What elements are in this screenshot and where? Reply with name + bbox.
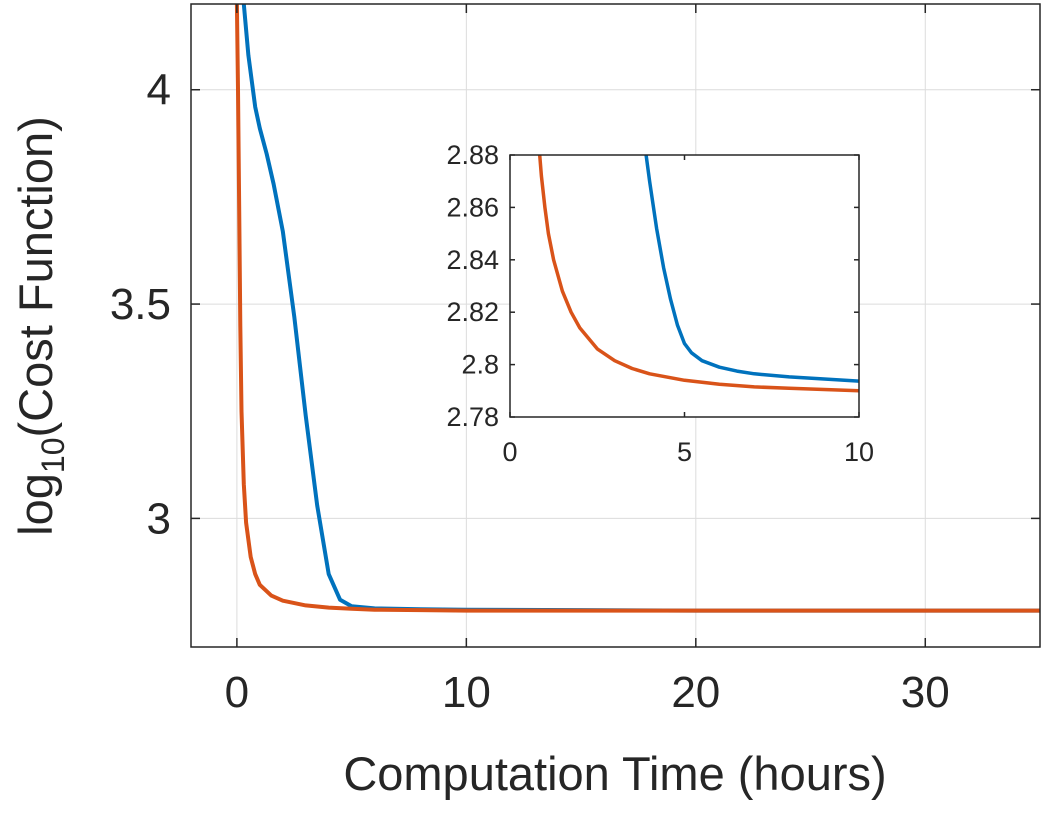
x-tick-label: 0 bbox=[502, 437, 517, 467]
y-tick-label: 2.78 bbox=[446, 402, 499, 432]
y-tick-label: 3.5 bbox=[110, 280, 171, 329]
y-axis-label-rest: (Cost Function) bbox=[9, 116, 62, 437]
inset-plot-background bbox=[510, 155, 859, 417]
inset-tick-labels: 0 5 10 2.78 2.8 2.82 2.84 2.86 2.88 bbox=[446, 140, 874, 467]
main-tick-labels: 0 10 20 30 3 3.5 4 bbox=[110, 66, 950, 717]
series-line-1 bbox=[644, 155, 859, 383]
y-axis-label-subscript: 10 bbox=[35, 437, 71, 473]
x-axis-label: Computation Time (hours) bbox=[343, 747, 886, 800]
y-tick-label: 2.88 bbox=[446, 140, 499, 170]
y-tick-label: 2.82 bbox=[446, 297, 499, 327]
main-axes: 0 10 20 30 3 3.5 4 bbox=[110, 3, 1041, 717]
y-tick-label: 3 bbox=[147, 494, 171, 543]
x-tick-label: 5 bbox=[677, 437, 692, 467]
inset-axes: 0 5 10 2.78 2.8 2.82 2.84 2.86 2.88 bbox=[446, 140, 874, 467]
main-ticks bbox=[191, 4, 1040, 647]
x-tick-label: 30 bbox=[901, 668, 950, 717]
main-series-lines bbox=[234, 4, 1040, 613]
inset-series-lines bbox=[537, 155, 859, 393]
y-tick-label: 2.86 bbox=[446, 192, 499, 222]
y-tick-label: 2.84 bbox=[446, 245, 499, 275]
main-axes-box bbox=[190, 3, 1041, 648]
x-tick-label: 0 bbox=[225, 668, 249, 717]
y-tick-label: 2.8 bbox=[461, 350, 499, 380]
series-line-2 bbox=[537, 155, 859, 393]
y-axis-label: log10(Cost Function) bbox=[9, 116, 71, 536]
x-tick-label: 10 bbox=[442, 668, 491, 717]
series-line-2 bbox=[234, 4, 1040, 613]
x-tick-label: 20 bbox=[671, 668, 720, 717]
y-tick-label: 4 bbox=[147, 66, 171, 115]
y-axis-label-base: log bbox=[9, 473, 62, 536]
inset-ticks bbox=[509, 154, 860, 418]
x-tick-label: 10 bbox=[844, 437, 874, 467]
